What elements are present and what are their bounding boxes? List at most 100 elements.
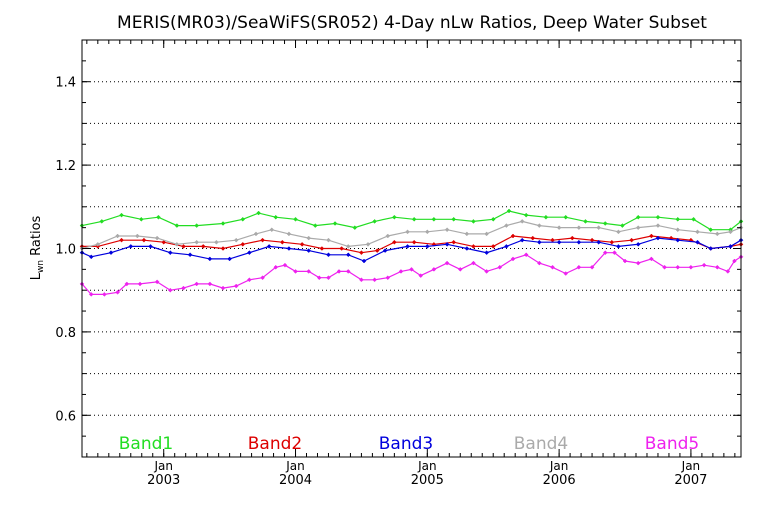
data-point-band5: [523, 252, 529, 258]
data-point-band2: [510, 233, 516, 239]
data-point-band5: [124, 281, 130, 287]
data-point-band4: [675, 227, 681, 233]
data-point-band5: [576, 264, 582, 270]
data-point-band5: [115, 289, 120, 295]
data-point-band3: [556, 239, 562, 245]
data-point-band5: [612, 250, 617, 256]
data-point-band3: [519, 237, 525, 243]
data-point-band1: [563, 214, 569, 220]
x-tick-month-4: Jan: [681, 459, 701, 473]
series-band2: [79, 233, 744, 256]
data-point-band5: [484, 269, 489, 274]
chart-title: MERIS(MR03)/SeaWiFS(SR052) 4-Day nLw Rat…: [117, 13, 707, 33]
legend-label-band4: Band4: [514, 434, 568, 454]
x-tick-month-2: Jan: [417, 459, 437, 473]
data-point-band1: [543, 214, 549, 220]
x-tick-year-0: 2003: [147, 473, 180, 488]
data-point-band5: [233, 283, 239, 289]
data-point-band4: [655, 223, 661, 228]
data-point-band5: [457, 266, 463, 272]
series-band5: [79, 250, 744, 297]
data-point-band4: [616, 229, 621, 235]
data-point-band5: [418, 273, 424, 278]
data-point-band4: [174, 241, 180, 247]
x-tick-year-3: 2006: [543, 473, 576, 488]
data-point-band4: [464, 231, 470, 237]
data-point-band5: [701, 262, 707, 268]
data-point-band2: [279, 239, 285, 245]
data-point-band1: [392, 214, 397, 220]
data-point-band3: [266, 244, 272, 249]
data-point-band1: [119, 212, 124, 218]
data-point-band2: [319, 246, 325, 251]
data-point-band5: [536, 260, 542, 266]
data-point-band5: [431, 266, 437, 272]
data-point-band3: [247, 250, 252, 256]
data-point-band2: [339, 246, 344, 251]
data-point-band4: [326, 237, 331, 243]
data-point-band2: [260, 237, 265, 243]
data-point-band2: [161, 239, 167, 245]
data-point-band5: [154, 279, 160, 285]
data-point-band5: [207, 281, 213, 287]
data-point-band2: [490, 244, 496, 249]
data-point-band2: [141, 237, 147, 243]
data-point-band4: [253, 231, 259, 237]
series-band1: [79, 208, 744, 233]
data-point-band5: [220, 285, 226, 291]
data-point-band1: [372, 219, 377, 224]
data-point-band1: [256, 210, 261, 216]
data-point-band3: [361, 258, 367, 264]
data-point-band5: [550, 264, 555, 270]
data-point-band1: [675, 216, 681, 222]
data-point-band3: [148, 244, 153, 249]
x-tick-year-1: 2004: [279, 473, 312, 488]
data-point-band3: [306, 248, 312, 253]
data-point-band5: [497, 264, 503, 270]
x-tick-month-0: Jan: [153, 459, 173, 473]
data-point-band5: [714, 264, 720, 270]
data-point-band5: [725, 269, 731, 274]
series-band3: [79, 235, 744, 264]
data-point-band1: [655, 214, 661, 220]
data-point-band3: [655, 235, 661, 241]
data-point-band2: [629, 237, 634, 243]
data-point-band3: [286, 246, 292, 251]
series-line-band1: [81, 210, 742, 231]
data-point-band4: [306, 235, 312, 241]
data-point-band2: [359, 250, 364, 256]
data-point-band5: [732, 258, 737, 264]
data-point-band1: [708, 227, 714, 233]
data-point-band5: [635, 260, 641, 266]
y-tick-label-0: 0.6: [55, 409, 76, 424]
data-point-band2: [649, 233, 654, 239]
x-tick-year-2: 2005: [411, 473, 444, 488]
data-point-band4: [728, 229, 733, 235]
y-tick-label-2: 1.0: [55, 243, 76, 258]
data-point-band4: [194, 239, 200, 245]
data-point-band1: [691, 216, 696, 222]
data-point-band1: [240, 216, 246, 222]
data-point-band4: [269, 227, 275, 233]
data-point-band5: [88, 292, 94, 297]
data-point-band4: [405, 229, 410, 235]
data-point-band1: [99, 219, 105, 224]
data-point-band2: [119, 237, 124, 243]
data-point-band2: [569, 235, 575, 241]
data-point-band5: [649, 256, 654, 262]
data-point-band1: [602, 221, 608, 226]
data-point-band5: [444, 260, 450, 266]
data-point-band5: [359, 277, 364, 283]
data-point-band5: [385, 275, 391, 281]
data-point-band2: [609, 239, 615, 245]
data-point-band5: [662, 264, 667, 270]
data-point-band5: [510, 256, 516, 262]
data-point-band4: [95, 241, 101, 247]
data-point-band1: [352, 225, 358, 231]
data-point-band4: [286, 231, 292, 237]
data-point-band1: [138, 216, 144, 222]
legend-label-band5: Band5: [645, 434, 699, 454]
data-point-band3: [444, 241, 450, 247]
data-point-band4: [635, 225, 641, 231]
